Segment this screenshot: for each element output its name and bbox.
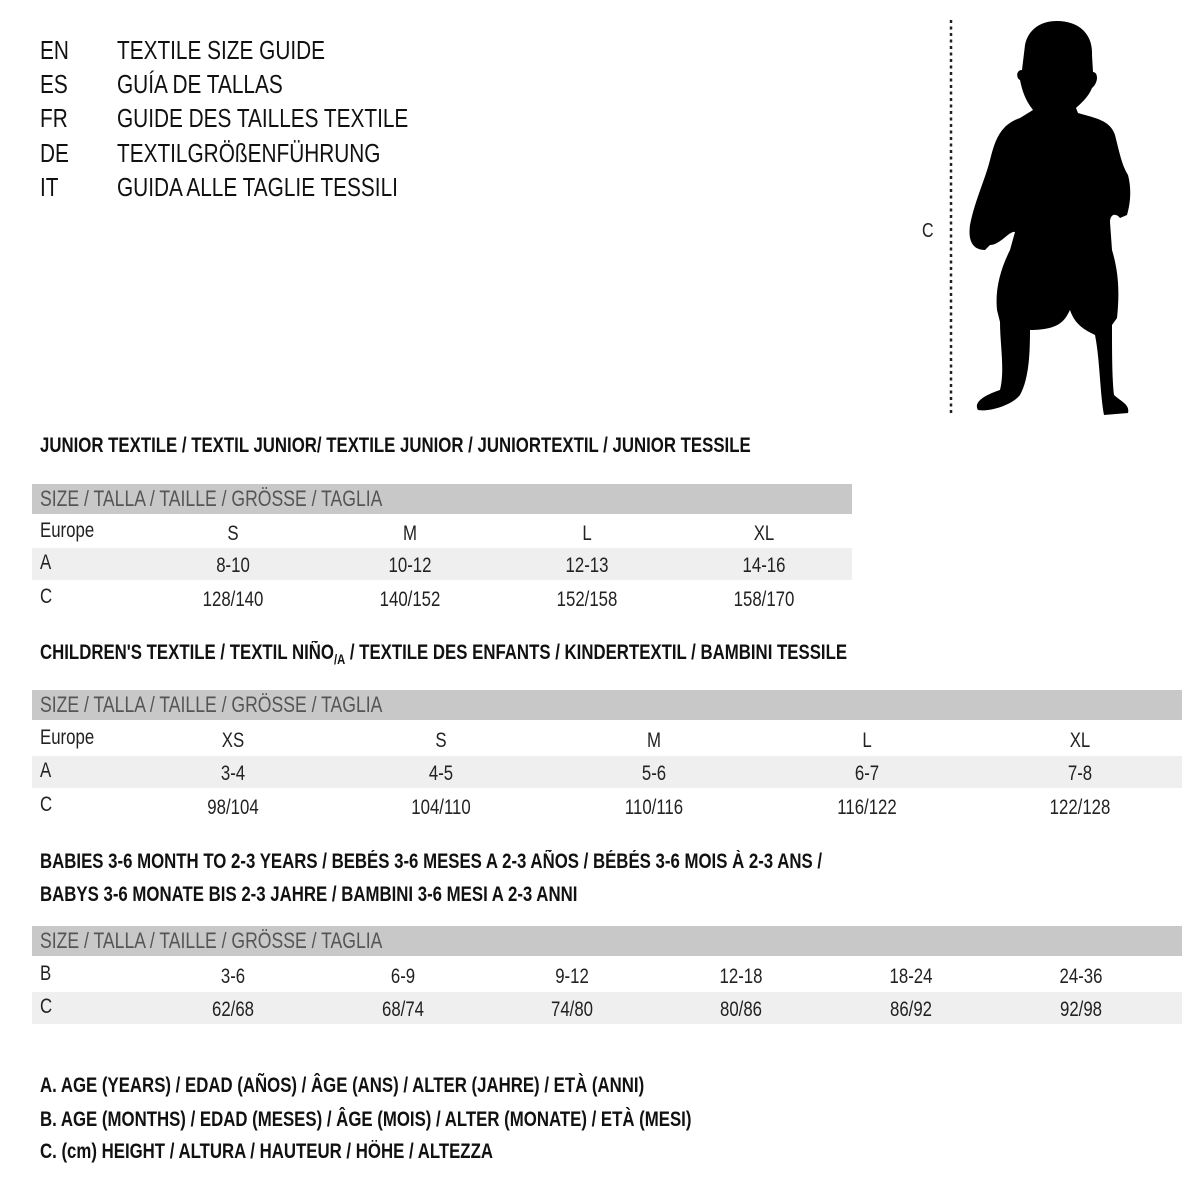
lang-code-es: ES	[40, 69, 68, 99]
lang-title-de: TEXTILGRÖßENFÜHRUNG	[117, 138, 381, 168]
table-cell: 5-6	[641, 762, 667, 785]
table-title: BABIES 3-6 MONTH TO 2-3 YEARS / BEBÉS 3-…	[40, 850, 823, 873]
table-cell: 12-18	[719, 965, 763, 988]
table-cell: XS	[221, 729, 245, 752]
table-cell: 8-10	[216, 554, 250, 577]
lang-code-en: EN	[40, 35, 69, 65]
lang-title-es: GUÍA DE TALLAS	[117, 69, 283, 99]
lang-title-en: TEXTILE SIZE GUIDE	[117, 35, 326, 65]
row-label: Europe	[40, 726, 95, 749]
table-cell: 122/128	[1049, 796, 1111, 819]
table-cell: L	[862, 729, 872, 752]
row-label: C	[40, 995, 53, 1018]
table-header-band	[32, 690, 1182, 720]
table-cell: 9-12	[555, 965, 589, 988]
table-cell: 7-8	[1067, 762, 1093, 785]
table-header-band	[32, 484, 852, 514]
row-shading	[32, 756, 1182, 788]
table-cell: 104/110	[411, 796, 471, 819]
row-label: Europe	[40, 519, 95, 542]
child-silhouette-icon	[949, 20, 1131, 415]
table-cell: M	[647, 729, 661, 752]
table-cell: S	[435, 729, 447, 752]
table-cell: XL	[1069, 729, 1091, 752]
table-title-part: CHILDREN'S TEXTILE / TEXTIL NIÑO	[40, 641, 334, 664]
table-cell: 92/98	[1059, 998, 1103, 1021]
lang-code-it: IT	[40, 172, 59, 202]
child-silhouette-shape	[969, 21, 1131, 415]
table-header-band	[32, 926, 1182, 956]
table-cell: 80/86	[719, 998, 763, 1021]
table-header: SIZE / TALLA / TAILLE / GRÖSSE / TAGLIA	[40, 692, 383, 717]
table-cell: 158/170	[733, 588, 795, 611]
table-cell: 10-12	[388, 554, 432, 577]
table-cell: 68/74	[381, 998, 425, 1021]
table-cell: M	[403, 522, 417, 545]
table-cell: 4-5	[428, 762, 454, 785]
table-cell: 6-7	[854, 762, 880, 785]
legend-c: C. (cm) HEIGHT / ALTURA / HAUTEUR / HÖHE…	[40, 1140, 493, 1163]
legend-a: A. AGE (YEARS) / EDAD (AÑOS) / ÂGE (ANS)…	[40, 1074, 645, 1097]
row-label: A	[40, 759, 52, 782]
table-title: JUNIOR TEXTILE / TEXTIL JUNIOR/ TEXTILE …	[40, 434, 751, 457]
table-cell: 128/140	[202, 588, 264, 611]
table-header: SIZE / TALLA / TAILLE / GRÖSSE / TAGLIA	[40, 486, 383, 511]
row-label: C	[40, 585, 53, 608]
table-cell: 116/122	[837, 796, 897, 819]
table-cell: 18-24	[889, 965, 933, 988]
table-header: SIZE / TALLA / TAILLE / GRÖSSE / TAGLIA	[40, 928, 383, 953]
height-label: C	[922, 220, 934, 242]
table-cell: 140/152	[379, 588, 441, 611]
table-cell: 110/116	[624, 796, 684, 819]
table-cell: 152/158	[556, 588, 618, 611]
table-title: CHILDREN'S TEXTILE / TEXTIL NIÑO/A / TEX…	[40, 642, 847, 666]
table-cell: 98/104	[207, 796, 259, 819]
table-cell: 12-13	[565, 554, 609, 577]
table-cell: 24-36	[1059, 965, 1103, 988]
table-title-part: / TEXTILE DES ENFANTS / KINDERTEXTIL / B…	[345, 641, 848, 664]
row-shading	[32, 992, 1182, 1024]
table-cell: 74/80	[550, 998, 594, 1021]
table-title-subscript: /A	[333, 651, 346, 667]
row-label: B	[40, 962, 52, 985]
row-label: A	[40, 551, 52, 574]
table-cell: S	[227, 522, 239, 545]
lang-code-de: DE	[40, 138, 69, 168]
table-cell: 3-4	[220, 762, 246, 785]
row-label: C	[40, 793, 53, 816]
table-cell: 14-16	[742, 554, 786, 577]
legend-b: B. AGE (MONTHS) / EDAD (MESES) / ÂGE (MO…	[40, 1108, 692, 1131]
table-cell: 62/68	[211, 998, 255, 1021]
table-cell: XL	[753, 522, 775, 545]
lang-code-fr: FR	[40, 103, 68, 133]
table-cell: 86/92	[889, 998, 933, 1021]
table-cell: 3-6	[220, 965, 246, 988]
table-title: BABYS 3-6 MONATE BIS 2-3 JAHRE / BAMBINI…	[40, 883, 578, 906]
row-shading	[32, 548, 852, 580]
table-cell: 6-9	[390, 965, 416, 988]
table-cell: L	[582, 522, 592, 545]
lang-title-it: GUIDA ALLE TAGLIE TESSILI	[117, 172, 398, 202]
lang-title-fr: GUIDE DES TAILLES TEXTILE	[117, 103, 409, 133]
